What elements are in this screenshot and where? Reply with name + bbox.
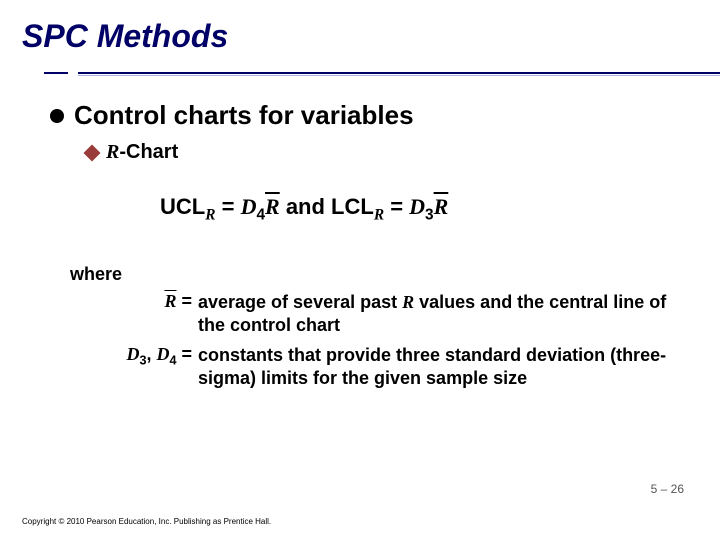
definition-right: constants that provide three standard de… — [198, 344, 690, 389]
definition-left: R = — [70, 291, 198, 312]
definition-right: average of several past R values and the… — [198, 291, 690, 336]
definition-d3-d4: D3, D4 = constants that provide three st… — [70, 344, 690, 389]
main-bullet-text: Control charts for variables — [74, 100, 414, 131]
slide-title: SPC Methods — [0, 0, 720, 55]
copyright-text: Copyright © 2010 Pearson Education, Inc.… — [22, 517, 271, 526]
formula: UCLR = D4R and LCLR = D3R — [160, 194, 690, 224]
content-area: Control charts for variables R-Chart UCL… — [50, 100, 690, 389]
bullet-icon — [50, 109, 64, 123]
page-number: 5 – 26 — [651, 482, 684, 496]
diamond-icon — [84, 144, 101, 161]
where-label: where — [70, 264, 690, 285]
title-divider — [0, 72, 720, 96]
sub-bullet-text: R-Chart — [106, 141, 178, 164]
where-block: where R = average of several past R valu… — [70, 264, 690, 389]
definition-r-bar: R = average of several past R values and… — [70, 291, 690, 336]
sub-bullet-row: R-Chart — [86, 141, 690, 164]
definition-left: D3, D4 = — [70, 344, 198, 368]
main-bullet-row: Control charts for variables — [50, 100, 690, 131]
